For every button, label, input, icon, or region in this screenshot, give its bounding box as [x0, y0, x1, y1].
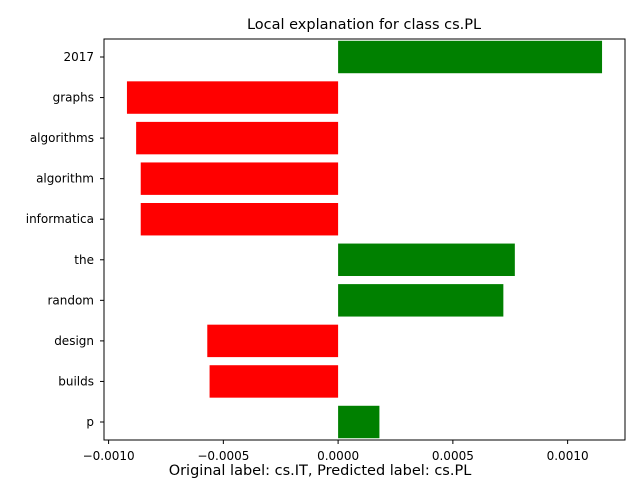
y-tick-label: random: [47, 293, 94, 307]
y-tick-label: 2017: [63, 50, 94, 64]
bar-p: [338, 405, 380, 439]
y-axis-ticks: 2017 graphs algorithms algorithm informatica…: [26, 50, 104, 429]
y-tick-label: algorithm: [36, 172, 94, 186]
bar-algorithms: [136, 121, 339, 155]
x-axis-ticks: −0.0010 −0.0005 0.0000 0.0005 0.0010: [83, 440, 589, 463]
bar-random: [338, 284, 504, 317]
bar-builds: [209, 365, 339, 398]
chart-title: Local explanation for class cs.PL: [247, 17, 481, 33]
y-tick-label: builds: [58, 374, 94, 388]
y-tick-label: informatica: [26, 212, 94, 226]
y-tick-label: p: [86, 415, 94, 429]
bar-design: [207, 324, 339, 358]
x-tick-label: 0.0005: [432, 449, 474, 463]
x-tick-label: 0.0000: [317, 449, 359, 463]
y-tick-label: graphs: [53, 91, 94, 105]
x-tick-label: −0.0005: [197, 449, 249, 463]
bar-graphs: [126, 81, 339, 114]
y-tick-label: algorithms: [30, 131, 94, 145]
bar-informatica: [140, 203, 339, 236]
bar-2017: [338, 40, 603, 74]
bars-group: [126, 40, 603, 439]
chart-caption: Original label: cs.IT, Predicted label: …: [169, 463, 472, 479]
y-tick-label: design: [54, 334, 94, 348]
y-tick-label: the: [74, 253, 94, 267]
x-tick-label: 0.0010: [547, 449, 589, 463]
x-tick-label: −0.0010: [83, 449, 135, 463]
bar-the: [338, 243, 515, 276]
plot-frame: [103, 38, 626, 441]
bar-algorithm: [140, 162, 339, 195]
